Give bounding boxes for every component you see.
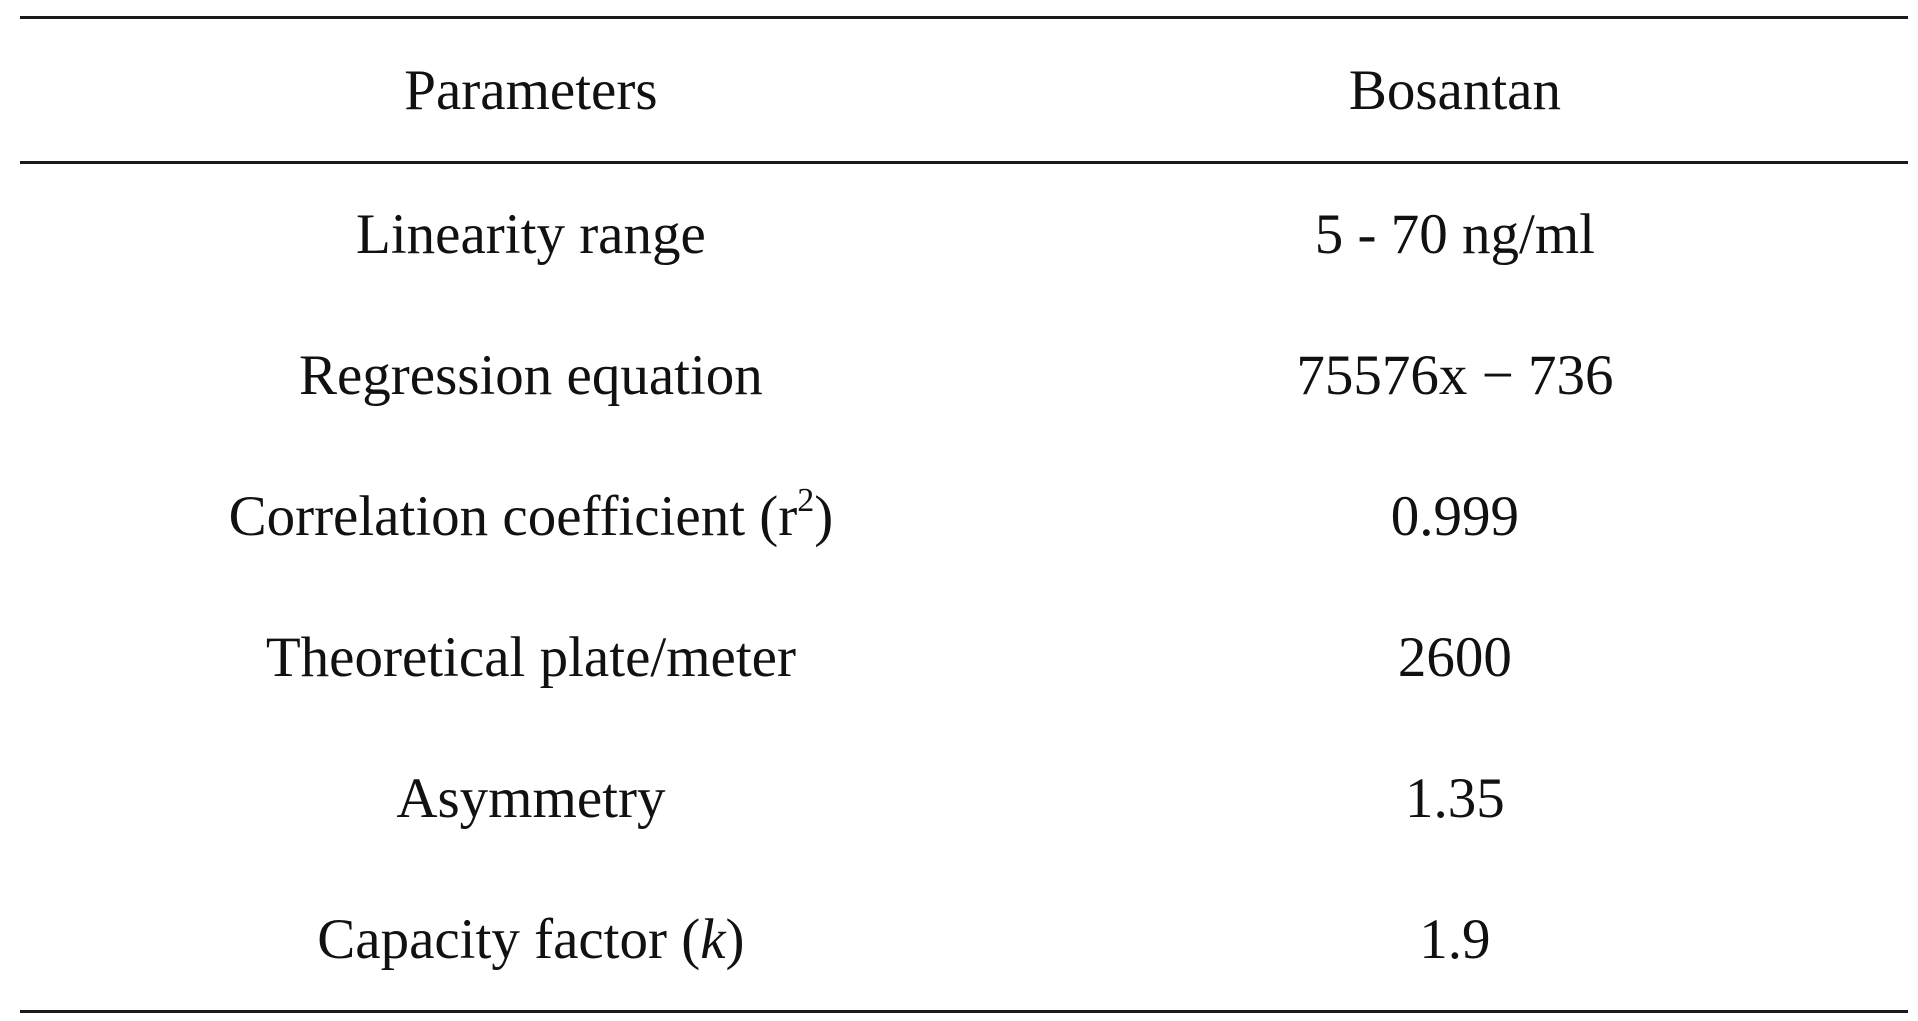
row-label-prefix: Correlation coefficient (r	[228, 485, 798, 548]
row-label-superscript: 2	[797, 482, 815, 519]
row-value: 2600	[1397, 626, 1512, 689]
row-label: Asymmetry	[396, 767, 666, 830]
row-value: 75576x − 736	[1296, 344, 1614, 407]
table-row: Regression equation 75576x − 736	[20, 305, 1908, 446]
row-label-suffix: )	[725, 908, 745, 971]
row-value: 1.9	[1419, 908, 1491, 971]
table-row: Correlation coefficient (r2) 0.999	[20, 446, 1908, 587]
bottom-rule	[20, 1010, 1908, 1013]
row-label: Regression equation	[298, 344, 763, 407]
table-row: Linearity range 5 - 70 ng/ml	[20, 164, 1908, 305]
table-row: Theoretical plate/meter 2600	[20, 587, 1908, 728]
header-rule	[20, 161, 1908, 164]
header-parameters: Parameters	[404, 58, 658, 122]
row-label-suffix: )	[814, 485, 834, 548]
top-rule	[20, 16, 1908, 19]
row-value: 5 - 70 ng/ml	[1314, 203, 1596, 266]
header-bosantan: Bosantan	[1348, 58, 1561, 122]
table-row: Asymmetry 1.35	[20, 728, 1908, 869]
row-label: Capacity factor (k)	[20, 911, 1042, 968]
row-label: Linearity range	[356, 203, 706, 266]
row-value: 1.35	[1405, 767, 1505, 830]
row-value: 0.999	[1390, 485, 1520, 548]
table-body: Linearity range 5 - 70 ng/ml Regression …	[20, 164, 1908, 1010]
table-row: Capacity factor (k) 1.9	[20, 869, 1908, 1010]
row-label: Theoretical plate/meter	[265, 626, 796, 689]
row-label-italic: k	[700, 908, 726, 971]
row-label: Correlation coefficient (r2)	[20, 484, 1042, 548]
row-label-prefix: Capacity factor (	[317, 908, 701, 971]
parameters-table: Parameters Bosantan Linearity range 5 - …	[20, 16, 1908, 1013]
table-header-row: Parameters Bosantan	[20, 19, 1908, 161]
